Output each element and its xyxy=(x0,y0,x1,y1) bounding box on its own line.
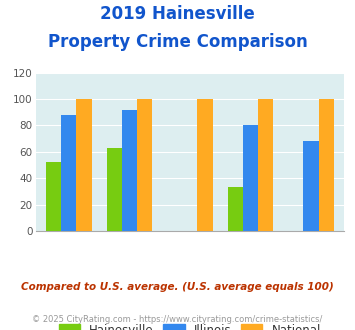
Text: Property Crime Comparison: Property Crime Comparison xyxy=(48,33,307,51)
Bar xyxy=(243,125,258,231)
Bar xyxy=(228,187,243,231)
Bar xyxy=(46,162,61,231)
Bar xyxy=(76,99,92,231)
Bar xyxy=(61,115,76,231)
Text: 2019 Hainesville: 2019 Hainesville xyxy=(100,5,255,23)
Bar xyxy=(122,110,137,231)
Bar xyxy=(319,99,334,231)
Bar xyxy=(197,99,213,231)
Bar xyxy=(106,148,122,231)
Text: Compared to U.S. average. (U.S. average equals 100): Compared to U.S. average. (U.S. average … xyxy=(21,282,334,292)
Bar xyxy=(258,99,273,231)
Text: © 2025 CityRating.com - https://www.cityrating.com/crime-statistics/: © 2025 CityRating.com - https://www.city… xyxy=(32,315,323,324)
Legend: Hainesville, Illinois, National: Hainesville, Illinois, National xyxy=(54,319,326,330)
Bar xyxy=(137,99,152,231)
Bar xyxy=(304,141,319,231)
